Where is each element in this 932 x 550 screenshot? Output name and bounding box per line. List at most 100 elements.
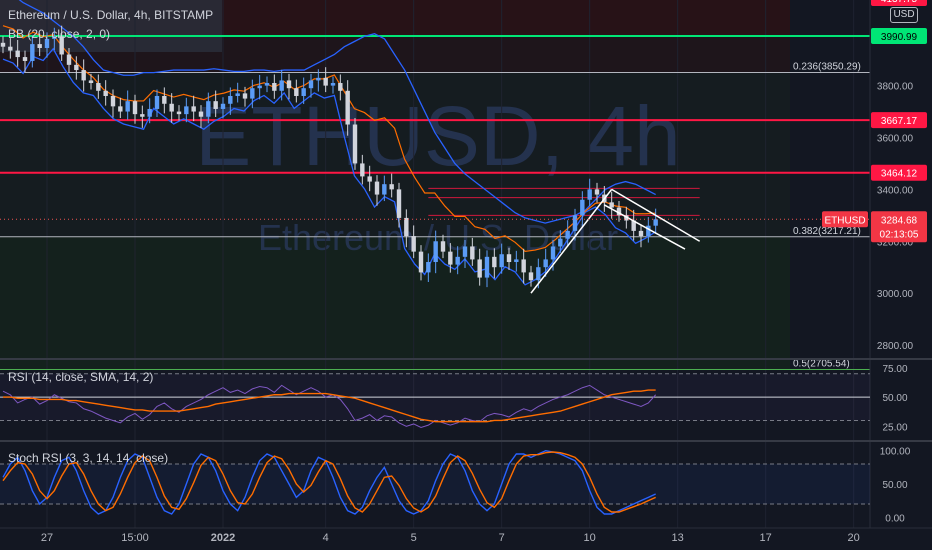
time-tick-9: 20 bbox=[848, 532, 860, 544]
time-tick-3: 4 bbox=[323, 532, 329, 544]
candle-body bbox=[448, 251, 453, 265]
candle-body bbox=[88, 80, 94, 84]
candle-body bbox=[250, 88, 255, 99]
stoch-tick-2: 0.00 bbox=[885, 513, 905, 524]
candle-body bbox=[228, 95, 233, 104]
candle-body bbox=[374, 181, 380, 195]
time-tick-2: 2022 bbox=[211, 532, 235, 544]
trendline-2 bbox=[603, 204, 686, 250]
bb-basis-line bbox=[2, 25, 656, 253]
candle-body bbox=[176, 111, 182, 115]
price-tick-4: 3800.00 bbox=[877, 82, 914, 93]
time-tick-0: 27 bbox=[41, 532, 53, 544]
legend-backdrop bbox=[0, 0, 222, 52]
candle-body bbox=[506, 254, 512, 263]
level-badge-label-1: 3990.99 bbox=[881, 32, 918, 43]
candle-body bbox=[404, 217, 409, 237]
candle-body bbox=[154, 95, 160, 109]
candle-body bbox=[242, 93, 248, 99]
candle-body bbox=[470, 246, 475, 260]
time-tick-1: 15:00 bbox=[121, 532, 149, 544]
price-tick-3: 3600.00 bbox=[877, 133, 914, 144]
bb-lower-line bbox=[2, 47, 657, 286]
time-tick-4: 5 bbox=[411, 532, 417, 544]
candle-body bbox=[543, 259, 548, 268]
candle-body bbox=[0, 42, 6, 47]
price-tick-0: 3000.00 bbox=[877, 289, 914, 300]
candle-body bbox=[462, 246, 468, 257]
candle-body bbox=[66, 54, 72, 65]
candle-body bbox=[147, 108, 152, 117]
level-badge-3 bbox=[871, 164, 927, 181]
candle-body bbox=[536, 267, 541, 281]
candle-body bbox=[638, 230, 644, 237]
price-tick-5: 2800.00 bbox=[877, 341, 914, 352]
candle-body bbox=[389, 184, 394, 190]
candle-body bbox=[140, 114, 145, 117]
time-tick-5: 7 bbox=[499, 532, 505, 544]
candle-body bbox=[59, 36, 64, 55]
fib-zone-mid bbox=[0, 72, 790, 237]
candle-body bbox=[477, 259, 482, 278]
currency-badge[interactable]: USD bbox=[890, 7, 918, 23]
candle-body bbox=[264, 83, 270, 86]
candle-body bbox=[44, 38, 50, 48]
rsi-tick-1: 50.00 bbox=[882, 393, 907, 404]
candle-body bbox=[514, 259, 519, 263]
candle-body bbox=[558, 238, 563, 247]
candle-body bbox=[213, 101, 218, 109]
watermark-subtitle: Ethereum / U.S. Dollar bbox=[258, 217, 618, 258]
stoch-tick-0: 100.00 bbox=[880, 447, 911, 458]
last-price-badge bbox=[871, 211, 927, 243]
candle-body bbox=[382, 184, 387, 195]
candle-body bbox=[594, 189, 600, 195]
candle-body bbox=[360, 163, 365, 177]
fib-label-0: 0.236(3850.29) bbox=[793, 62, 861, 73]
price-tick-1: 3200.00 bbox=[877, 237, 914, 248]
candle-body bbox=[411, 236, 416, 252]
candle-body bbox=[191, 106, 196, 112]
trendline-1 bbox=[611, 188, 701, 242]
watermark-title: ETHUSD, 4h bbox=[195, 89, 680, 183]
bb-indicator-label[interactable]: BB (20, close, 2, 0) bbox=[8, 27, 111, 41]
time-tick-7: 13 bbox=[672, 532, 684, 544]
candle-body bbox=[367, 176, 372, 182]
candle-body bbox=[257, 85, 262, 89]
candle-body bbox=[646, 225, 651, 237]
candle-body bbox=[565, 230, 570, 239]
candle-body bbox=[580, 199, 585, 216]
candle-body bbox=[235, 93, 240, 96]
candle-body bbox=[352, 124, 358, 164]
candle-body bbox=[198, 111, 204, 117]
candle-body bbox=[294, 88, 299, 96]
candle-body bbox=[433, 241, 438, 263]
candle-body bbox=[8, 46, 13, 51]
fib-zone-lower bbox=[0, 236, 790, 370]
candle-body bbox=[624, 215, 629, 221]
stoch-label: Stoch RSI (3, 3, 14, 14, close) bbox=[8, 451, 168, 465]
stoch-series-K bbox=[2, 449, 656, 515]
candle-body bbox=[301, 88, 306, 96]
candle-body bbox=[103, 90, 108, 96]
trendline-0 bbox=[530, 188, 613, 294]
candle-body bbox=[653, 219, 658, 226]
stoch-tick-1: 50.00 bbox=[882, 480, 907, 491]
candle-body bbox=[572, 215, 578, 231]
candle-body bbox=[609, 202, 614, 208]
candle-body bbox=[587, 189, 592, 200]
price-axis bbox=[870, 0, 932, 550]
rsi-series-1 bbox=[3, 389, 656, 423]
rsi-tick-2: 25.00 bbox=[882, 422, 907, 433]
candle-body bbox=[286, 80, 292, 89]
candle-body bbox=[528, 272, 534, 281]
candle-body bbox=[521, 259, 526, 273]
candle-body bbox=[631, 220, 636, 231]
candle-body bbox=[96, 83, 101, 91]
candle-body bbox=[396, 189, 402, 218]
candle-body bbox=[440, 241, 446, 252]
time-tick-8: 17 bbox=[760, 532, 772, 544]
rsi-series-0 bbox=[2, 384, 657, 429]
candle-body bbox=[220, 103, 226, 109]
symbol-badge-label: ETHUSD bbox=[824, 215, 865, 226]
